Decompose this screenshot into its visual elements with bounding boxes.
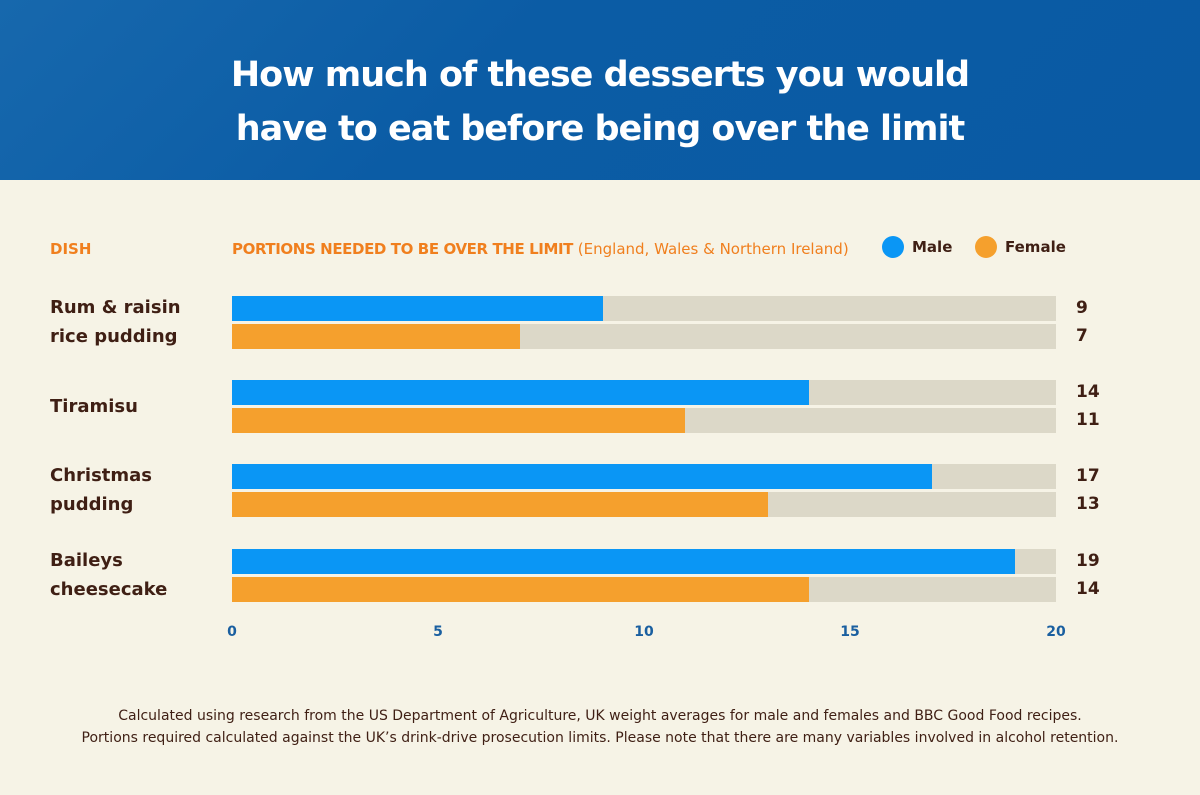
footnote: Calculated using research from the US De…	[0, 705, 1200, 749]
footnote-line-1: Calculated using research from the US De…	[118, 708, 1082, 724]
portions-header-text: PORTIONS NEEDED TO BE OVER THE LIMIT	[232, 240, 574, 258]
value-label-male: 19	[1076, 551, 1100, 571]
bar-male	[232, 464, 933, 489]
dish-label-line: Tiramisu	[50, 395, 138, 417]
legend-female-swatch	[975, 236, 997, 258]
value-label-male: 14	[1076, 382, 1100, 402]
title-line-1: How much of these desserts you would	[230, 55, 970, 95]
x-tick-label: 0	[227, 624, 237, 640]
footnote-line-2: Portions required calculated against the…	[81, 730, 1119, 746]
bar-male	[232, 296, 603, 321]
title-line-2: have to eat before being over the limit	[235, 109, 966, 149]
dish-label-line: Christmas	[50, 465, 153, 486]
bar-female	[232, 408, 686, 433]
legend-male-swatch	[882, 236, 904, 258]
legend-male-label: Male	[912, 238, 953, 256]
dish-label-line: rice pudding	[50, 326, 178, 347]
dish-label-line: Baileys	[50, 550, 123, 571]
legend-male: Male	[882, 236, 952, 258]
portions-header-note: (England, Wales & Northern Ireland)	[577, 240, 849, 258]
x-tick-label: 10	[634, 624, 654, 640]
value-label-male: 9	[1076, 298, 1088, 318]
dish-label: Rum & raisin rice pudding	[50, 293, 181, 351]
bar-male	[232, 549, 1015, 574]
dish-label: Baileys cheesecake	[50, 546, 167, 604]
dish-column-header: DISH	[50, 240, 92, 258]
value-label-male: 17	[1076, 466, 1100, 486]
legend-female: Female	[975, 236, 1066, 258]
header-banner: How much of these desserts you would hav…	[0, 0, 1200, 180]
x-tick-label: 15	[840, 624, 860, 640]
value-label-female: 14	[1076, 579, 1100, 599]
value-label-female: 13	[1076, 494, 1100, 514]
value-label-female: 11	[1076, 410, 1100, 430]
dish-label-line: Rum & raisin	[50, 297, 181, 318]
legend-female-label: Female	[1005, 238, 1066, 256]
bar-male	[232, 380, 809, 405]
bar-female	[232, 577, 809, 602]
bar-female	[232, 324, 521, 349]
dish-label-line: cheesecake	[50, 579, 168, 600]
chart-title: How much of these desserts you would hav…	[0, 48, 1200, 156]
bar-female	[232, 492, 768, 517]
x-tick-label: 5	[433, 624, 443, 640]
dish-label: Tiramisu	[50, 392, 138, 421]
portions-column-header: PORTIONS NEEDED TO BE OVER THE LIMIT (En…	[232, 240, 849, 258]
x-tick-label: 20	[1046, 624, 1066, 640]
dish-label-line: pudding	[50, 494, 134, 515]
value-label-female: 7	[1076, 326, 1088, 346]
dish-label: Christmas pudding	[50, 461, 152, 519]
